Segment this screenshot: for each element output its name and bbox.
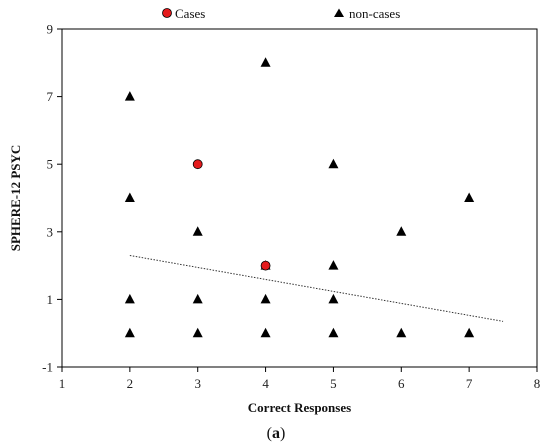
case-point: [260, 260, 271, 271]
y-tick-label: 5: [47, 157, 54, 172]
non-case-point: [396, 327, 407, 338]
non-case-point: [124, 293, 135, 304]
plot-area-frame: [61, 28, 538, 368]
legend-marker-non-cases: [334, 8, 344, 17]
caption-close-paren: ): [280, 425, 285, 442]
non-case-point: [124, 91, 135, 101]
y-axis-title: SPHERE-12 PSYC: [8, 145, 23, 252]
y-tick-label: 9: [47, 22, 54, 37]
data-points: [124, 57, 475, 338]
legend-marker-cases: [162, 8, 172, 18]
non-case-point: [124, 327, 135, 338]
x-axis: 1 2 3 4 5 6 7 8: [59, 367, 541, 391]
x-tick-label: 4: [262, 376, 269, 391]
y-axis: -1 1 3 5 7 9: [42, 22, 62, 375]
non-case-point: [260, 293, 271, 304]
y-tick-label: 7: [47, 89, 54, 104]
non-case-point: [328, 260, 339, 270]
trendline-group: [129, 254, 504, 322]
non-case-point: [328, 327, 339, 338]
non-case-point: [192, 327, 203, 338]
y-tick-label: 3: [47, 224, 54, 239]
x-axis-title: Correct Responses: [248, 400, 351, 415]
non-case-point: [260, 57, 271, 67]
figure-caption: (a): [267, 425, 286, 442]
legend-label-cases: Cases: [175, 6, 205, 21]
x-tick-label: 8: [534, 376, 541, 391]
x-tick-label: 1: [59, 376, 66, 391]
x-tick-label: 2: [127, 376, 134, 391]
x-tick-label: 7: [466, 376, 473, 391]
legend-label-non-cases: non-cases: [349, 6, 400, 21]
legend: Cases non-cases: [162, 6, 400, 21]
case-point: [192, 159, 203, 170]
x-tick-label: 5: [330, 376, 337, 391]
non-case-point: [192, 226, 203, 236]
x-tick-label: 6: [398, 376, 405, 391]
caption-letter: a: [272, 425, 280, 442]
non-case-point: [396, 226, 407, 236]
caption-open-paren: (: [267, 425, 272, 442]
non-case-point: [328, 293, 339, 304]
non-case-point: [192, 293, 203, 304]
y-tick-label: 1: [47, 292, 54, 307]
trendline: [129, 254, 504, 322]
x-tick-label: 3: [194, 376, 201, 391]
non-case-point: [464, 327, 475, 338]
y-tick-label: -1: [42, 360, 53, 375]
non-case-point: [260, 327, 271, 338]
non-case-point: [124, 192, 135, 202]
non-case-point: [464, 192, 475, 202]
non-case-point: [328, 158, 339, 169]
